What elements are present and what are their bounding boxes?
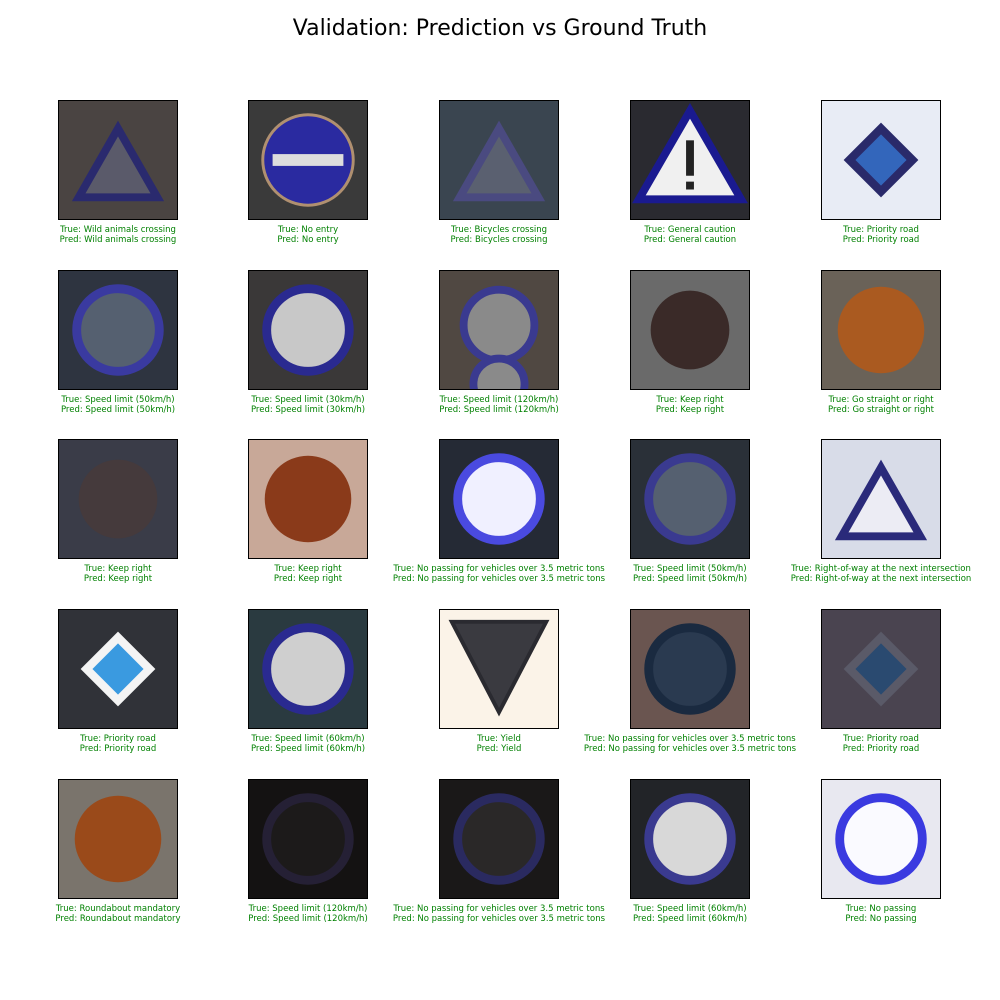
sample-image bbox=[821, 439, 941, 559]
sample-image bbox=[630, 439, 750, 559]
true-label: True: Priority road bbox=[761, 225, 1000, 235]
sample-image bbox=[439, 100, 559, 220]
sample-image bbox=[821, 779, 941, 899]
true-label: True: Go straight or right bbox=[761, 395, 1000, 405]
sample-image bbox=[58, 779, 178, 899]
true-label: True: Right-of-way at the next intersect… bbox=[761, 564, 1000, 574]
true-label: True: No passing bbox=[761, 904, 1000, 914]
sample-image bbox=[439, 609, 559, 729]
sample-image bbox=[248, 270, 368, 390]
sample-caption: True: Priority road Pred: Priority road bbox=[761, 225, 1000, 245]
sample-image bbox=[248, 609, 368, 729]
pred-label: Pred: No passing bbox=[761, 914, 1000, 924]
sample-image bbox=[630, 100, 750, 220]
sample-image bbox=[821, 100, 941, 220]
sample-image bbox=[248, 779, 368, 899]
sample-image bbox=[439, 439, 559, 559]
true-label: True: Priority road bbox=[761, 734, 1000, 744]
sample-image bbox=[439, 779, 559, 899]
sample-image bbox=[248, 439, 368, 559]
pred-label: Pred: Right-of-way at the next intersect… bbox=[761, 574, 1000, 584]
sample-caption: True: Go straight or right Pred: Go strai… bbox=[761, 395, 1000, 415]
sample-image bbox=[248, 100, 368, 220]
pred-label: Pred: Priority road bbox=[761, 744, 1000, 754]
sample-image bbox=[821, 609, 941, 729]
figure-title: Validation: Prediction vs Ground Truth bbox=[0, 16, 1000, 41]
sample-image bbox=[58, 270, 178, 390]
pred-label: Pred: Go straight or right bbox=[761, 405, 1000, 415]
pred-label: Pred: Priority road bbox=[761, 235, 1000, 245]
sample-image bbox=[439, 270, 559, 390]
sample-caption: True: Priority road Pred: Priority road bbox=[761, 734, 1000, 754]
sample-caption: True: Right-of-way at the next intersect… bbox=[761, 564, 1000, 584]
sample-image bbox=[58, 100, 178, 220]
sample-image bbox=[58, 439, 178, 559]
sample-image bbox=[630, 270, 750, 390]
sample-image bbox=[821, 270, 941, 390]
sample-caption: True: No passing Pred: No passing bbox=[761, 904, 1000, 924]
sample-image bbox=[630, 609, 750, 729]
sample-image bbox=[58, 609, 178, 729]
sample-image bbox=[630, 779, 750, 899]
